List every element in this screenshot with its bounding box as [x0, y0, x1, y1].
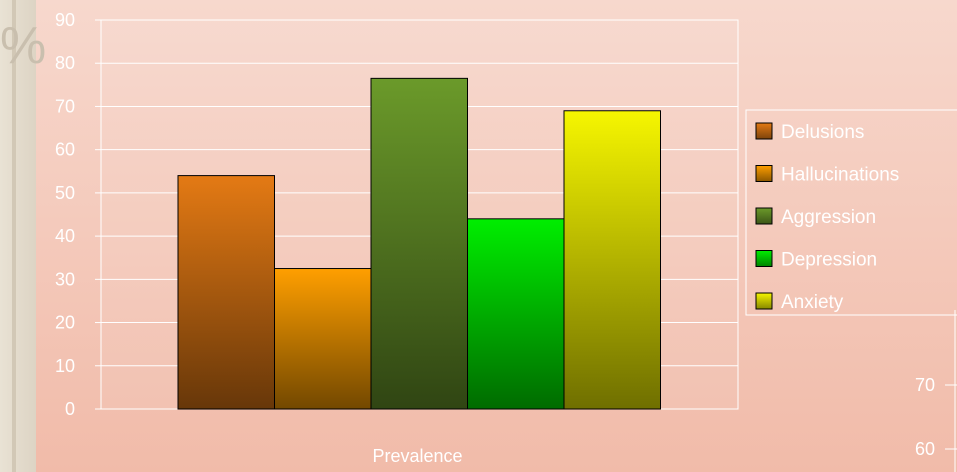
y-tick-label: 30: [55, 269, 75, 289]
bar-hallucinations: [274, 268, 372, 410]
y-tick-label: 70: [55, 96, 75, 116]
legend-frame: [745, 109, 957, 316]
legend-swatch: [755, 122, 773, 140]
y-tick-label: 20: [55, 313, 75, 333]
y-tick-label: 80: [55, 53, 75, 73]
bar-depression: [467, 218, 565, 410]
legend-label: Depression: [781, 250, 877, 271]
legend-swatch: [755, 165, 773, 182]
bar-delusions: [177, 175, 275, 410]
y-tick-label: 0: [65, 399, 75, 419]
percent-glyph: %: [0, 17, 47, 75]
legend-swatch: [755, 292, 773, 310]
legend-label: Anxiety: [781, 292, 844, 313]
legend-label: Aggression: [781, 207, 876, 228]
y-tick-label: 10: [55, 356, 75, 376]
secondary-chart-axis: 70 60: [915, 310, 957, 472]
secondary-tick-label: 60: [915, 439, 935, 459]
legend: Delusions Hallucinations Aggression Depress…: [745, 109, 957, 316]
bars: [177, 77, 661, 410]
legend-swatch: [755, 250, 773, 267]
left-decorative-strip: [0, 0, 36, 472]
x-axis-label: Prevalence: [372, 446, 462, 466]
legend-swatch: [755, 207, 773, 225]
legend-label: Delusions: [781, 122, 864, 143]
bar-aggression: [370, 77, 468, 410]
y-tick-label: 40: [55, 226, 75, 246]
legend-label: Hallucinations: [781, 165, 899, 186]
bar-anxiety: [563, 110, 661, 410]
left-strip-line: [12, 0, 16, 472]
y-axis: 0 10 20 30 40 50 60 70 80 90: [55, 10, 101, 419]
y-tick-label: 50: [55, 183, 75, 203]
y-tick-label: 90: [55, 10, 75, 30]
y-tick-label: 60: [55, 140, 75, 160]
secondary-tick-label: 70: [915, 375, 935, 395]
